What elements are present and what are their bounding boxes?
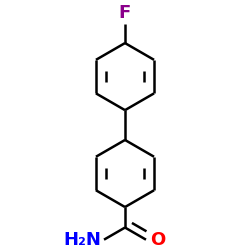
- Text: O: O: [150, 231, 165, 249]
- Text: F: F: [119, 4, 131, 22]
- Text: H₂N: H₂N: [63, 231, 101, 249]
